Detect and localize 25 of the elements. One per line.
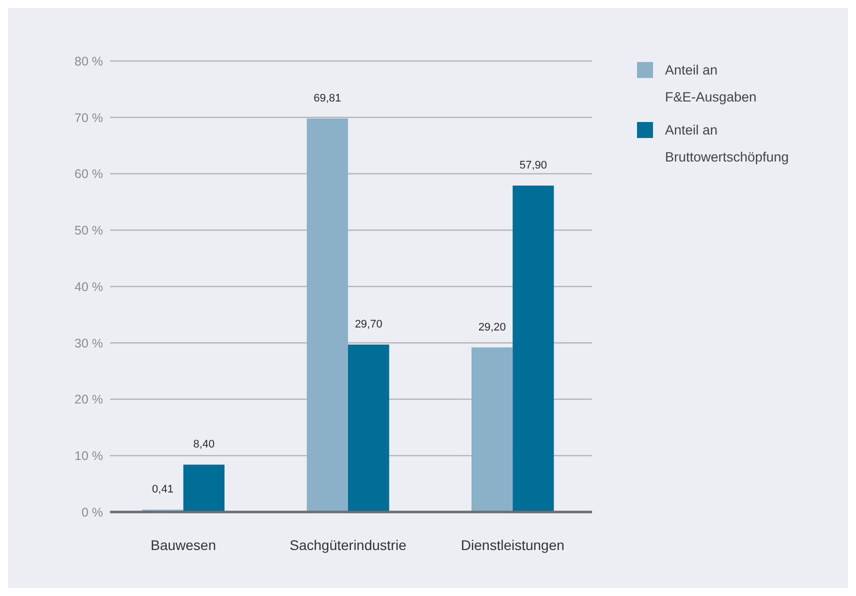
bar xyxy=(183,464,224,512)
data-label: 57,90 xyxy=(519,160,548,172)
legend-label: Anteil an Bruttowertschöpfung xyxy=(665,122,789,165)
bar xyxy=(348,344,390,512)
data-label: 29,20 xyxy=(478,321,506,334)
bar xyxy=(472,347,513,512)
bar xyxy=(512,186,554,512)
y-tick-label: 70 % xyxy=(74,110,103,125)
legend-label: Anteil an F&E-Ausgaben xyxy=(665,62,757,105)
x-tick-label: Bauwesen xyxy=(150,536,216,553)
data-label: 8,40 xyxy=(193,438,215,451)
y-tick-label: 30 % xyxy=(74,336,103,350)
y-tick-label: 10 % xyxy=(74,449,103,463)
x-tick-label: Dienstleistungen xyxy=(460,536,564,553)
y-tick-label: 20 % xyxy=(74,392,103,407)
y-tick-label: 0 % xyxy=(81,505,103,520)
x-tick-label: Sachgüterindustrie xyxy=(290,536,407,553)
y-tick-label: 80 % xyxy=(74,54,103,68)
y-tick-label: 50 % xyxy=(74,224,103,238)
y-tick-label: 40 % xyxy=(74,280,103,294)
data-label: 0,41 xyxy=(152,484,174,496)
data-label: 29,70 xyxy=(354,318,382,331)
y-tick-label: 60 % xyxy=(74,167,103,182)
bar xyxy=(306,118,348,512)
data-label: 69,81 xyxy=(314,92,342,104)
